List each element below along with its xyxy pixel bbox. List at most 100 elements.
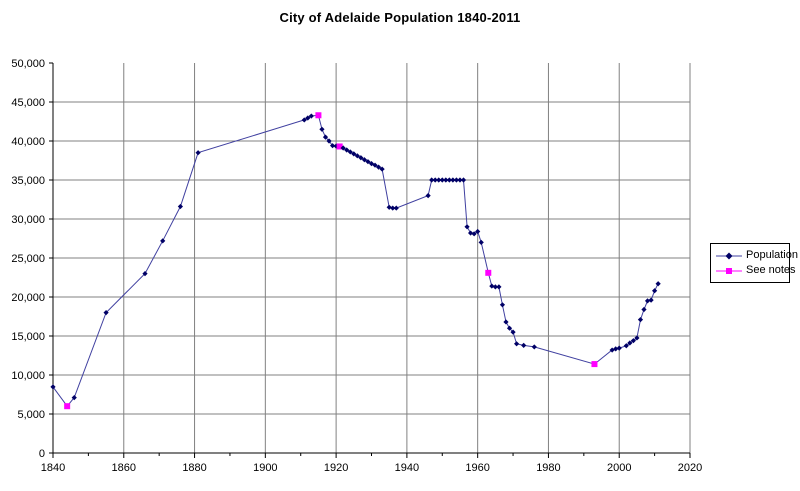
- population-point: [340, 145, 346, 151]
- population-point: [429, 177, 435, 183]
- population-point: [503, 319, 509, 325]
- population-point: [319, 126, 325, 132]
- chart-title: City of Adelaide Population 1840-2011: [279, 10, 521, 25]
- y-tick-label: 25,000: [11, 253, 45, 265]
- population-point: [613, 346, 619, 352]
- population-point: [142, 271, 148, 277]
- see-notes-point: [485, 269, 492, 276]
- population-point: [531, 344, 537, 350]
- legend-label-population: Population: [746, 249, 798, 261]
- see-notes-point: [336, 143, 343, 150]
- population-point: [379, 166, 385, 172]
- x-tick-label: 1940: [395, 462, 419, 474]
- population-point: [322, 134, 329, 140]
- population-point: [521, 342, 527, 348]
- population-point: [195, 150, 201, 156]
- legend-item-see-notes: See notes: [715, 263, 796, 278]
- population-point: [390, 205, 396, 211]
- population-point: [351, 151, 357, 157]
- population-point: [471, 231, 477, 237]
- x-tick-label: 1920: [324, 462, 348, 474]
- y-tick-label: 0: [39, 448, 45, 460]
- population-point: [623, 343, 629, 349]
- population-point: [489, 283, 495, 289]
- population-point: [439, 177, 445, 183]
- y-tick-label: 20,000: [11, 292, 45, 304]
- legend-item-population: Population: [715, 248, 798, 263]
- population-point: [365, 159, 371, 165]
- see-notes-swatch-square: [726, 267, 732, 274]
- population-point: [372, 162, 378, 168]
- population-point: [652, 288, 658, 294]
- x-tick-label: 1880: [182, 462, 206, 474]
- population-point: [71, 395, 77, 401]
- population-point: [641, 306, 647, 313]
- population-point: [453, 177, 460, 183]
- population-point: [329, 143, 336, 149]
- y-tick-label: 10,000: [11, 370, 45, 382]
- y-tick-label: 15,000: [11, 331, 45, 343]
- x-tick-label: 1900: [253, 462, 277, 474]
- population-point: [386, 204, 392, 210]
- population-point: [347, 149, 353, 155]
- see-notes-line-marker-icon: [716, 267, 742, 274]
- population-point: [460, 177, 467, 183]
- population-point: [354, 153, 360, 159]
- see-notes-point: [315, 112, 322, 119]
- population-line: [52, 114, 659, 408]
- population-point: [627, 340, 633, 346]
- population-point: [305, 115, 311, 121]
- x-tick-label: 2000: [607, 462, 631, 474]
- population-point: [506, 325, 513, 331]
- population-point: [450, 177, 456, 183]
- x-tick-label: 1840: [41, 462, 65, 474]
- population-point: [634, 335, 640, 341]
- population-point: [375, 164, 382, 170]
- y-tick-label: 30,000: [11, 214, 45, 226]
- population-point: [467, 230, 474, 236]
- population-point: [344, 147, 350, 153]
- x-tick-label: 1860: [112, 462, 136, 474]
- y-tick-label: 40,000: [11, 136, 45, 148]
- population-point: [301, 117, 307, 123]
- population-point: [446, 177, 452, 183]
- y-tick-label: 50,000: [11, 58, 45, 70]
- y-tick-label: 35,000: [11, 175, 45, 187]
- population-point: [425, 193, 431, 199]
- population-point: [361, 157, 368, 163]
- population-point: [478, 239, 484, 245]
- population-point: [177, 203, 183, 210]
- population-point: [464, 224, 470, 230]
- y-tick-label: 5,000: [17, 409, 45, 421]
- population-point: [432, 177, 438, 183]
- population-point: [326, 138, 332, 144]
- y-tick-label: 45,000: [11, 97, 45, 109]
- population-swatch-diamond: [725, 252, 733, 259]
- population-point: [499, 302, 506, 308]
- see-notes-point: [591, 361, 598, 368]
- x-tick-label: 2020: [678, 462, 702, 474]
- population-point: [358, 155, 364, 161]
- population-point: [496, 284, 502, 290]
- see-notes-point: [64, 403, 71, 410]
- population-point: [492, 284, 498, 290]
- population-point: [655, 281, 661, 287]
- population-point: [648, 297, 654, 303]
- population-point: [160, 238, 166, 244]
- population-point: [393, 205, 399, 211]
- population-point: [103, 310, 109, 316]
- population-point: [644, 298, 651, 304]
- population-point: [436, 177, 442, 183]
- population-point: [475, 228, 481, 235]
- population-point: [609, 347, 615, 353]
- population-point: [50, 384, 56, 390]
- population-point: [333, 143, 339, 149]
- population-line-marker-icon: [716, 252, 742, 259]
- population-point: [510, 329, 516, 335]
- x-tick-label: 1960: [465, 462, 489, 474]
- population-point: [457, 177, 463, 183]
- population-point: [637, 317, 644, 323]
- x-tick-label: 1980: [536, 462, 560, 474]
